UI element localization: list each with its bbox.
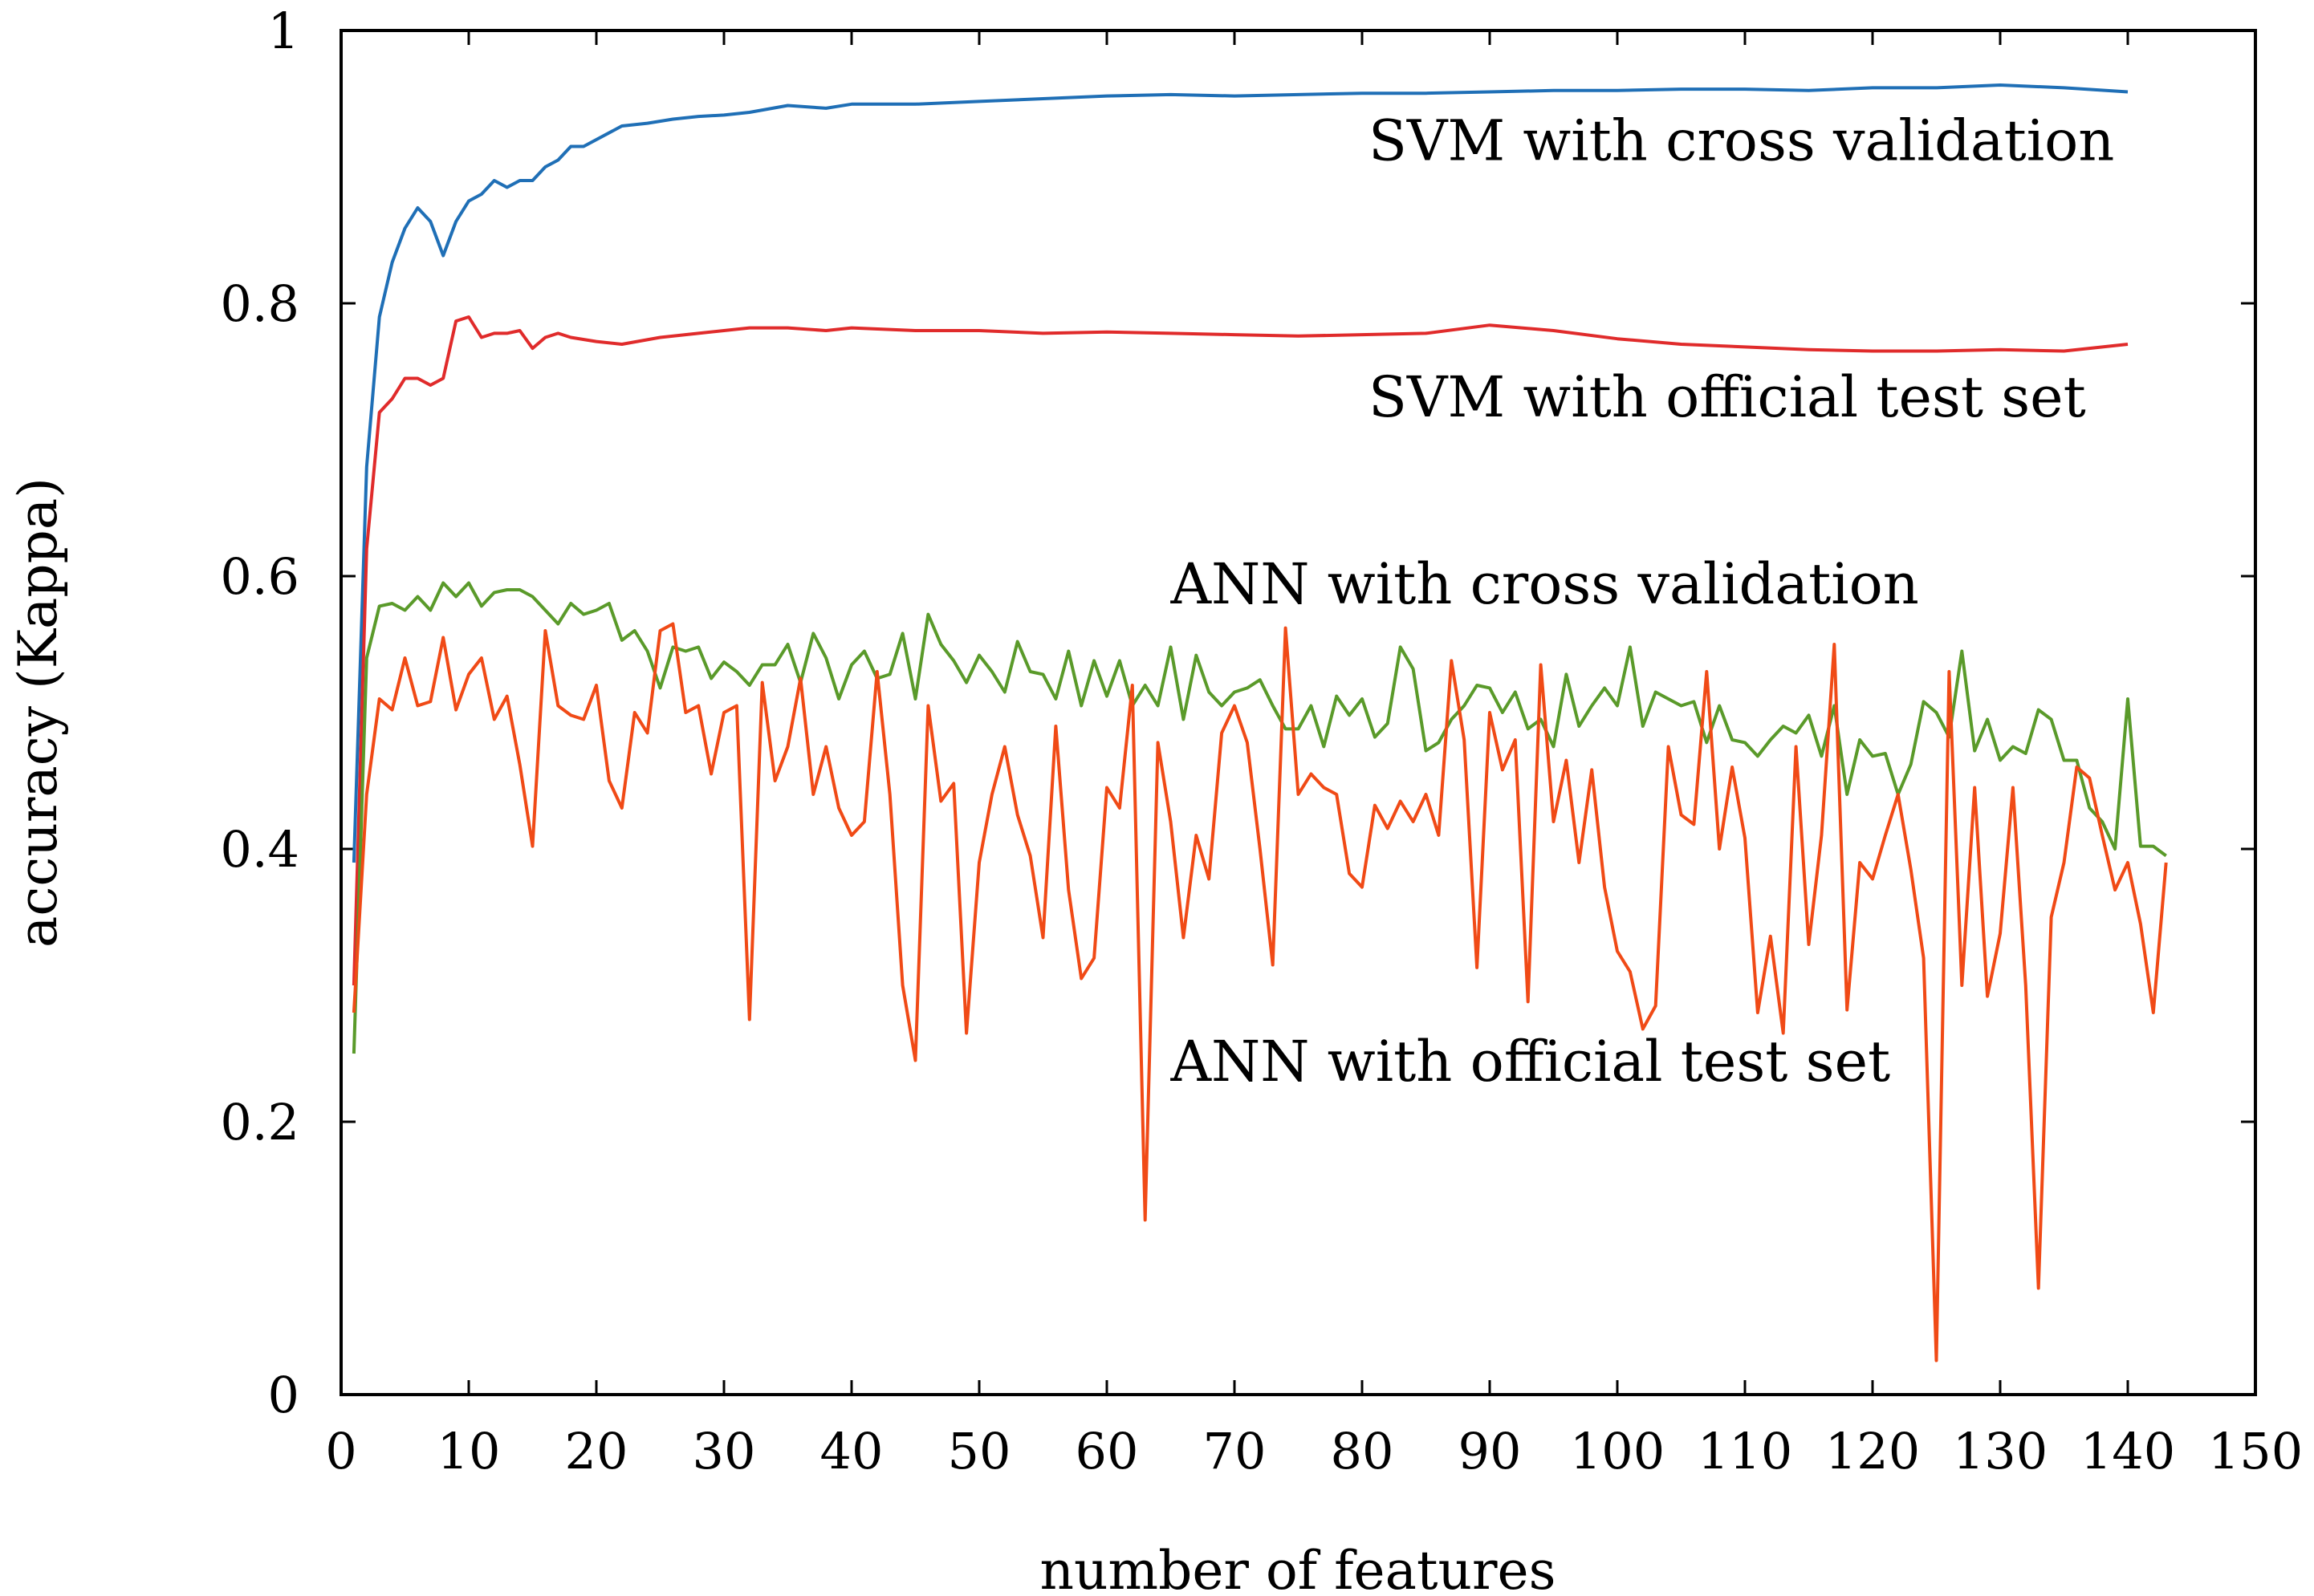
x-tick-label: 20 <box>565 1422 628 1480</box>
y-tick-label: 1 <box>268 2 299 60</box>
y-axis-title: accuracy (Kappa) <box>7 477 69 948</box>
series-label-ann-test: ANN with official test set <box>1170 1029 1891 1094</box>
series-line-0 <box>352 83 2129 863</box>
x-axis-title: number of features <box>1040 1540 1556 1596</box>
x-tick-label: 60 <box>1076 1422 1139 1480</box>
tick-labels: 0 10 20 30 40 50 60 70 80 90 100 110 120 130 140 150 0 0.… <box>220 2 2303 1480</box>
x-tick-label: 0 <box>325 1422 356 1480</box>
y-tick-label: 0.6 <box>220 547 299 606</box>
plot-frame <box>340 29 2257 1396</box>
series-label-ann-cv: ANN with cross validation <box>1170 551 1919 617</box>
x-tick-label: 110 <box>1698 1422 1792 1480</box>
x-tick-label: 70 <box>1203 1422 1267 1480</box>
axis-ticks <box>340 29 2257 1396</box>
x-tick-label: 40 <box>820 1422 884 1480</box>
x-tick-label: 150 <box>2208 1422 2303 1480</box>
x-tick-label: 120 <box>1825 1422 1920 1480</box>
series-lines <box>352 83 2168 1362</box>
x-tick-label: 100 <box>1570 1422 1665 1480</box>
series-label-svm-cv: SVM with cross validation <box>1368 108 2114 174</box>
x-tick-label: 10 <box>437 1422 501 1480</box>
y-tick-label: 0.8 <box>220 274 299 333</box>
y-tick-label: 0 <box>268 1366 299 1424</box>
series-line-3 <box>352 622 2168 1362</box>
x-tick-label: 30 <box>693 1422 756 1480</box>
y-tick-label: 0.4 <box>220 820 299 879</box>
series-label-svm-test: SVM with official test set <box>1368 364 2086 430</box>
series-line-2 <box>352 581 2167 1054</box>
x-tick-label: 50 <box>948 1422 1011 1480</box>
x-tick-label: 90 <box>1458 1422 1522 1480</box>
y-tick-label: 0.2 <box>220 1093 299 1151</box>
x-tick-label: 80 <box>1331 1422 1394 1480</box>
x-tick-label: 130 <box>1953 1422 2048 1480</box>
x-tick-label: 140 <box>2080 1422 2175 1480</box>
